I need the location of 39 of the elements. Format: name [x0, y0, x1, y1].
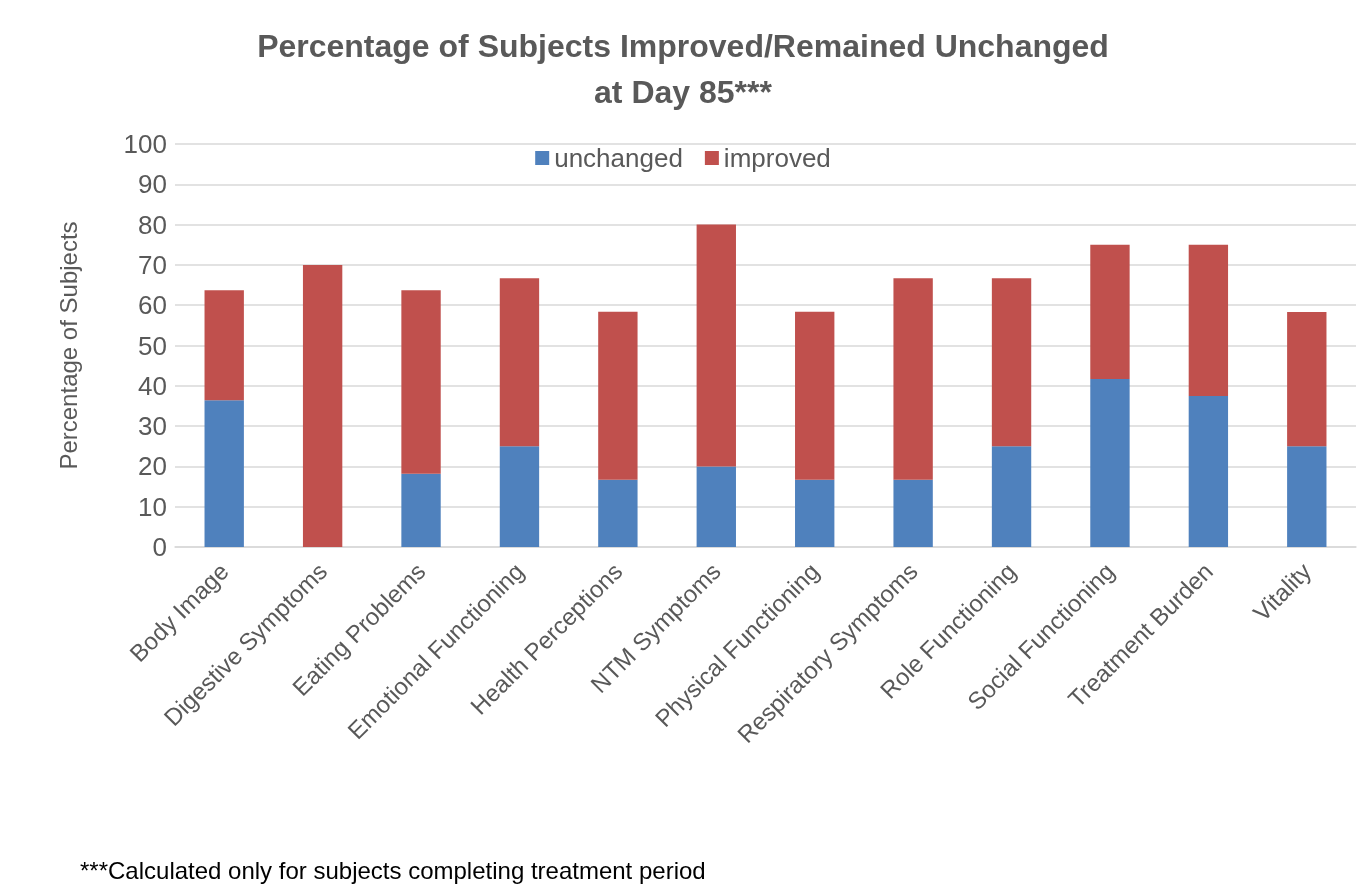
y-tick-label: 40 [138, 370, 167, 401]
bar [893, 479, 933, 547]
y-tick-label: 100 [123, 129, 167, 159]
bar [795, 479, 835, 547]
y-axis-title: Percentage of Subjects [54, 221, 82, 470]
bar [991, 446, 1032, 547]
y-tick-label: 70 [138, 249, 167, 280]
bar [499, 446, 540, 547]
bar [795, 311, 835, 480]
bar [204, 290, 244, 401]
y-tick-label: 90 [138, 169, 167, 200]
bar [696, 224, 736, 467]
y-tick-label: 30 [138, 411, 167, 442]
bar [302, 264, 343, 547]
chart-title: Percentage of Subjects Improved/Remained Unchanged at Day 85*** [257, 28, 1109, 110]
bar [1287, 446, 1327, 547]
bar [401, 290, 441, 474]
legend-label: unchanged [554, 143, 683, 173]
y-tick-label: 20 [138, 451, 167, 482]
bar [401, 473, 441, 547]
bar [893, 278, 933, 480]
bar [991, 278, 1032, 447]
bar [696, 466, 736, 547]
bar [1090, 244, 1130, 379]
bar [1188, 395, 1229, 547]
bar [1188, 244, 1229, 396]
bar [598, 311, 638, 480]
text: ***Calculated only for subjects completing treatment period [80, 856, 706, 884]
y-tick-label: 50 [138, 330, 167, 361]
y-tick-label: 60 [138, 290, 167, 321]
y-tick-label: 10 [138, 491, 167, 522]
bar [1090, 378, 1130, 547]
bar [204, 400, 244, 547]
legend-label: improved [723, 143, 831, 173]
bar [1287, 312, 1327, 447]
bar [499, 278, 540, 447]
bar [598, 479, 638, 547]
y-tick-label: 0 [152, 532, 167, 562]
y-tick-label: 80 [138, 209, 167, 240]
